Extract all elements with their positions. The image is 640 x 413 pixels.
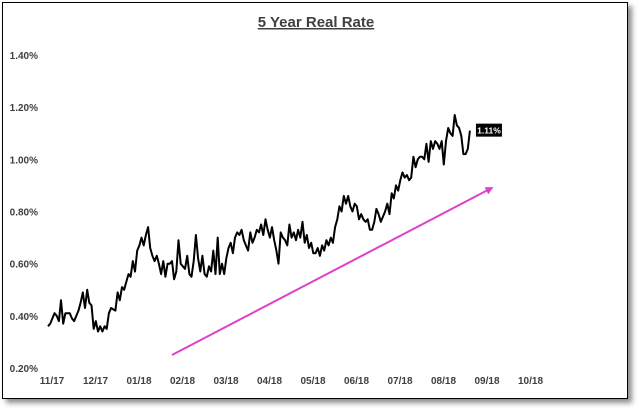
trend-arrow bbox=[171, 187, 494, 356]
x-tick-label: 11/17 bbox=[40, 376, 65, 387]
x-tick-label: 03/18 bbox=[213, 376, 238, 387]
y-tick-label: 1.40% bbox=[10, 51, 38, 62]
y-tick-label: 0.40% bbox=[10, 312, 38, 323]
end-value-badge bbox=[475, 123, 502, 137]
x-tick-label: 02/18 bbox=[170, 376, 195, 387]
y-axis: 0.20% 0.40% 0.60% 0.80% 1.00% 1.20% 1.40% bbox=[10, 51, 38, 375]
y-tick-label: 1.20% bbox=[10, 103, 38, 114]
x-tick-label: 06/18 bbox=[344, 376, 369, 387]
x-tick-label: 09/18 bbox=[474, 376, 499, 387]
y-tick-label: 0.80% bbox=[10, 208, 38, 219]
chart-title: 5 Year Real Rate bbox=[258, 14, 374, 31]
x-tick-label: 10/18 bbox=[518, 376, 543, 387]
x-tick-label: 05/18 bbox=[300, 376, 325, 387]
x-tick-label: 08/18 bbox=[431, 376, 456, 387]
x-axis: 11/17 12/17 01/18 02/18 03/18 04/18 05/18 06/18… bbox=[40, 376, 544, 387]
x-tick-label: 07/18 bbox=[387, 376, 412, 387]
series-line-5-year-real-rate bbox=[47, 114, 471, 333]
y-tick-label: 0.20% bbox=[10, 364, 38, 375]
x-tick-label: 01/18 bbox=[126, 376, 151, 387]
x-tick-label: 12/17 bbox=[83, 376, 108, 387]
chart-frame bbox=[2, 2, 628, 399]
end-value-label: 1.11% bbox=[477, 126, 501, 136]
y-tick-label: 0.60% bbox=[10, 260, 38, 271]
x-tick-label: 04/18 bbox=[257, 376, 282, 387]
y-tick-label: 1.00% bbox=[10, 155, 38, 166]
